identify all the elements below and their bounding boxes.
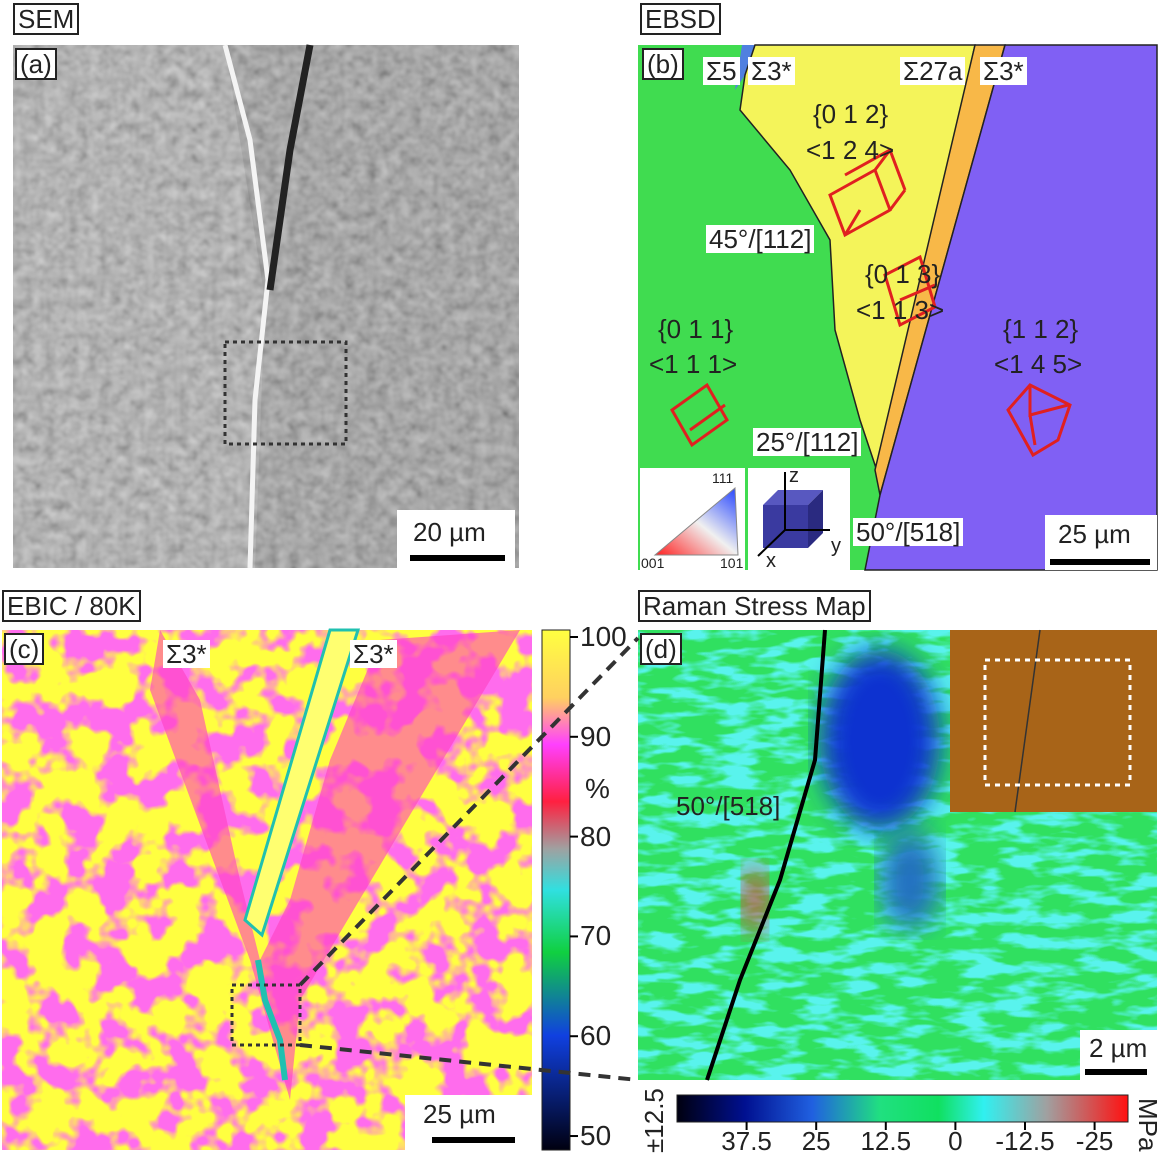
panel-label: (c) — [4, 633, 44, 665]
misorientation-label: 45°/[112] — [706, 225, 814, 253]
scale-bar-label: 25 µm — [1055, 520, 1134, 548]
axis-label: z — [789, 466, 799, 486]
scale-bar-label: 2 µm — [1086, 1034, 1150, 1062]
figure-graphics — [0, 0, 1159, 1156]
boundary-label: Σ5 — [703, 57, 740, 85]
raman-compressive — [820, 650, 940, 830]
grain-plane: {0 1 1} — [655, 315, 736, 343]
panel-label: (a) — [15, 48, 57, 80]
colorbar-unit: MPa — [1134, 1095, 1159, 1154]
boundary-label: Σ3* — [748, 57, 795, 85]
misorientation-label: 50°/[518] — [853, 518, 963, 546]
colorbar-end-label: ±12.5 — [640, 1085, 668, 1156]
boundary-label: Σ27a — [900, 57, 965, 85]
raman-compressive — [880, 830, 940, 930]
panel-title: Raman Stress Map — [638, 590, 871, 622]
figure: SEM (a) 20 µm EBSD (b) 25 µm Σ5 Σ3* Σ27a… — [0, 0, 1159, 1156]
misorientation-label: 25°/[112] — [753, 428, 861, 456]
boundary-label: Σ3* — [163, 640, 210, 668]
ipf-label: 111 — [712, 471, 733, 485]
panel-title: SEM — [13, 3, 79, 35]
colorbar-tick-label: 25 — [802, 1128, 831, 1154]
grain-plane: {0 1 2} — [810, 100, 891, 128]
colorbar-tick-label: 70 — [580, 922, 611, 950]
grain-direction: <1 1 1> — [646, 350, 740, 378]
colorbar-tick-label: -12.5 — [995, 1128, 1054, 1154]
colorbar-tick-label: 12.5 — [860, 1128, 911, 1154]
panel-label: (d) — [640, 633, 682, 665]
grain-plane: {1 1 2} — [1000, 315, 1081, 343]
panel-label: (b) — [642, 48, 684, 80]
panel-title: EBIC / 80K — [2, 590, 141, 622]
grain-plane: {0 1 3} — [862, 260, 943, 288]
grain-direction: <1 2 4> — [803, 136, 897, 164]
colorbar-tick-label: 60 — [580, 1022, 611, 1050]
axis-label: x — [766, 551, 776, 571]
grain-direction: <1 1 3> — [853, 296, 947, 324]
misorientation-label: 50°/[518] — [673, 792, 783, 820]
axis-label: y — [831, 536, 841, 556]
ipf-label: 001 — [641, 556, 664, 570]
colorbar-unit: % — [585, 775, 610, 803]
colorbar-tick-label: 90 — [580, 723, 611, 751]
boundary-label: Σ3* — [350, 640, 397, 668]
colorbar-tick-label: 0 — [948, 1128, 962, 1154]
scale-bar-label: 20 µm — [410, 518, 489, 546]
colorbar-tick-label: 80 — [580, 823, 611, 851]
colorbar-tick-label: -25 — [1076, 1128, 1114, 1154]
ipf-label: 101 — [720, 556, 743, 570]
colorbar-tick-label: 100 — [580, 623, 627, 651]
scale-bar-label: 25 µm — [420, 1100, 499, 1128]
panel-title: EBSD — [640, 3, 721, 35]
raman-colorbar — [677, 1095, 1128, 1122]
colorbar-tick-label: 37.5 — [721, 1128, 772, 1154]
boundary-label: Σ3* — [980, 57, 1027, 85]
grain-direction: <1 4 5> — [991, 350, 1085, 378]
colorbar-tick-label: 50 — [580, 1122, 611, 1150]
